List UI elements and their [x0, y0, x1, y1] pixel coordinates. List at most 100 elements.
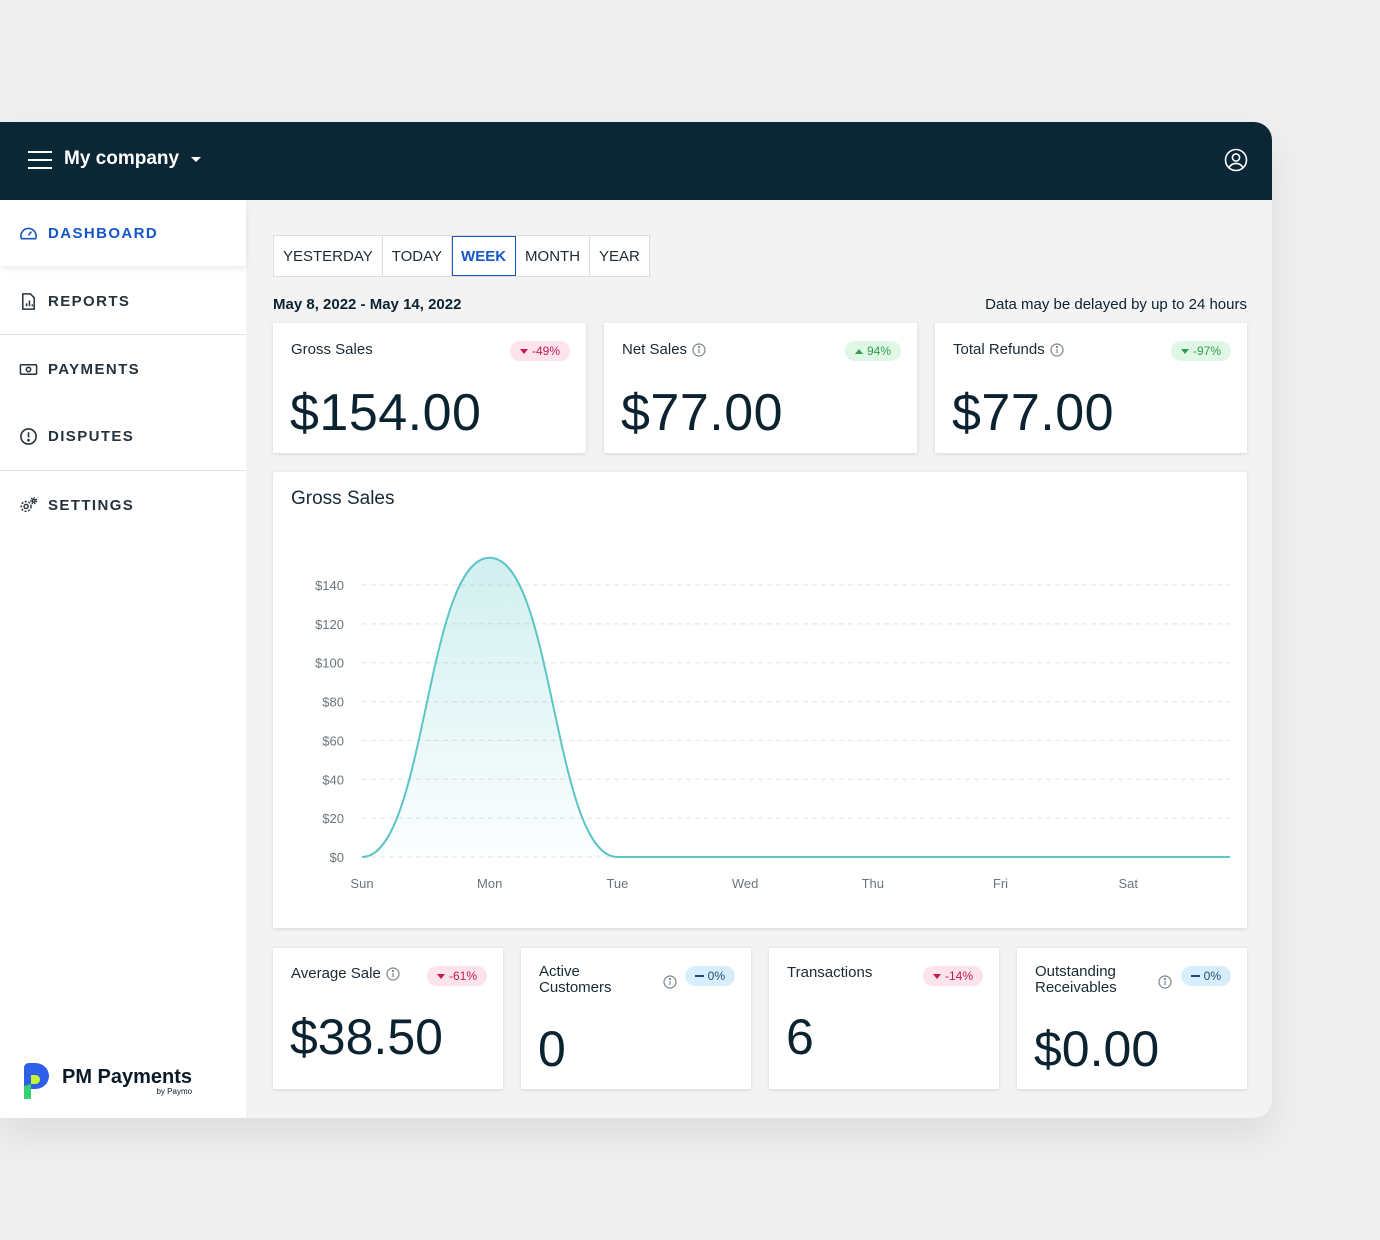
stat-label: Outstanding Receivables	[1035, 964, 1145, 996]
tab-month[interactable]: MONTH	[516, 236, 591, 276]
caret-down-icon	[191, 156, 202, 162]
app-window: My company DASHBOARD REPORTS PAYMENTS DI…	[0, 122, 1272, 1118]
stat-label-text: Outstanding Receivables	[1035, 963, 1117, 996]
sidebar-item-label: PAYMENTS	[48, 360, 141, 378]
stat-card-average-sale: Average Sale -61% $38.50	[273, 948, 503, 1089]
brand-subtitle: by Paymo	[156, 1087, 193, 1096]
gears-icon	[20, 496, 38, 512]
tab-today[interactable]: TODAY	[383, 236, 453, 276]
kpi-card-total-refunds: Total Refunds -97% $77.00	[935, 323, 1247, 453]
stat-label: Average Sale	[291, 965, 400, 982]
trend-badge: -49%	[509, 341, 570, 361]
info-icon[interactable]	[1050, 342, 1064, 357]
kpi-label: Net Sales	[622, 341, 706, 358]
sidebar-item-settings[interactable]: SETTINGS	[0, 472, 246, 538]
trend-badge: 94%	[844, 341, 901, 361]
kpi-value: $77.00	[952, 384, 1115, 442]
pm-payments-logo-icon	[24, 1063, 49, 1099]
sidebar-item-dashboard[interactable]: DASHBOARD	[0, 200, 246, 266]
gross-sales-line	[361, 556, 1230, 858]
badge-text: -49%	[531, 344, 560, 358]
x-tick-label: Fri	[993, 876, 1008, 891]
top-bar: My company	[0, 122, 1272, 200]
stat-value: 0	[538, 1021, 566, 1077]
trend-down-icon	[1180, 348, 1189, 354]
tab-yesterday[interactable]: YESTERDAY	[274, 236, 383, 276]
x-tick-label: Mon	[477, 876, 502, 891]
kpi-value: $154.00	[290, 384, 482, 442]
badge-text: 0%	[1203, 969, 1221, 983]
tab-year[interactable]: YEAR	[599, 247, 640, 265]
info-icon[interactable]	[692, 342, 706, 357]
gross-sales-area	[362, 557, 1230, 857]
brand-name: PM Payments	[62, 1066, 193, 1088]
trend-down-icon	[436, 973, 445, 979]
badge-text: -61%	[448, 969, 477, 983]
kpi-value: $77.00	[621, 384, 784, 442]
sidebar-item-label: DASHBOARD	[48, 224, 159, 242]
sidebar-item-reports[interactable]: REPORTS	[0, 268, 246, 334]
x-tick-label: Thu	[862, 876, 884, 891]
x-tick-label: Sun	[350, 876, 373, 891]
stat-card-outstanding-receivables: Outstanding Receivables 0% $0.00	[1017, 948, 1247, 1089]
stat-value: $38.50	[290, 1009, 443, 1065]
user-account-icon[interactable]	[1224, 148, 1248, 172]
stat-card-transactions: Transactions -14% 6	[769, 948, 999, 1089]
sidebar-item-payments[interactable]: PAYMENTS	[0, 336, 246, 402]
info-icon[interactable]	[1158, 975, 1172, 989]
trend-flat-icon	[694, 975, 704, 977]
kpi-card-net-sales: Net Sales 94% $77.00	[604, 323, 917, 453]
kpi-label-text: Net Sales	[622, 341, 688, 358]
y-tick-label: $20	[322, 811, 344, 826]
stat-label-text: Transactions	[787, 964, 873, 981]
stat-label-text: Average Sale	[291, 965, 381, 982]
badge-text: 94%	[866, 344, 891, 358]
sidebar-item-label: REPORTS	[48, 292, 131, 310]
gauge-icon	[20, 227, 37, 240]
tab-week[interactable]: WEEK	[452, 236, 517, 276]
sidebar-item-disputes[interactable]: DISPUTES	[0, 403, 246, 469]
y-tick-label: $100	[315, 656, 344, 671]
period-tabs: YESTERDAY TODAY WEEK MONTH YEAR	[273, 235, 650, 277]
trend-up-icon	[854, 348, 863, 354]
gross-sales-chart-card: Gross Sales $0 $20 $40 $60 $80 $100 $120 $140 S…	[273, 472, 1247, 928]
x-tick-label: Tue	[606, 876, 628, 891]
trend-down-icon	[932, 973, 941, 979]
stat-value: 6	[786, 1009, 814, 1065]
x-tick-label: Wed	[732, 876, 759, 891]
y-tick-label: $0	[330, 850, 344, 865]
chart-title: Gross Sales	[291, 488, 395, 509]
trend-badge: -14%	[922, 966, 983, 986]
company-name: My company	[64, 148, 180, 169]
gross-sales-chart: $0 $20 $40 $60 $80 $100 $120 $140 Sun Mon Tue Wed T…	[315, 556, 1230, 891]
y-tick-label: $60	[322, 733, 344, 748]
badge-text: 0%	[707, 969, 725, 983]
date-range: May 8, 2022 - May 14, 2022	[273, 296, 462, 313]
menu-icon[interactable]	[28, 149, 52, 171]
nav-divider	[0, 334, 246, 335]
stat-label-text: Active Customers	[539, 963, 612, 996]
info-icon[interactable]	[663, 975, 677, 989]
banknote-icon	[19, 363, 38, 375]
sidebar-item-label: DISPUTES	[48, 427, 135, 445]
trend-badge: -61%	[426, 966, 487, 986]
trend-badge: 0%	[1180, 966, 1231, 986]
kpi-card-gross-sales: Gross Sales -49% $154.00	[273, 323, 586, 453]
y-tick-label: $80	[322, 695, 344, 710]
x-tick-label: Sat	[1118, 876, 1138, 891]
info-icon[interactable]	[386, 966, 400, 981]
company-switcher[interactable]: My company	[64, 148, 202, 170]
brand-logo: PM Payments by Paymo	[22, 1062, 192, 1100]
kpi-label: Gross Sales	[291, 341, 373, 358]
kpi-label-text: Total Refunds	[953, 341, 1045, 358]
badge-text: -14%	[944, 969, 973, 983]
delay-note: Data may be delayed by up to 24 hours	[985, 296, 1247, 313]
nav-divider	[0, 470, 246, 471]
y-tick-label: $120	[315, 617, 344, 632]
trend-flat-icon	[1190, 975, 1200, 977]
badge-text: -97%	[1192, 344, 1221, 358]
sidebar: DASHBOARD REPORTS PAYMENTS DISPUTES SETT…	[0, 200, 246, 1118]
trend-down-icon	[519, 348, 528, 354]
stat-label: Active Customers	[539, 964, 649, 996]
stat-label: Transactions	[787, 964, 872, 981]
